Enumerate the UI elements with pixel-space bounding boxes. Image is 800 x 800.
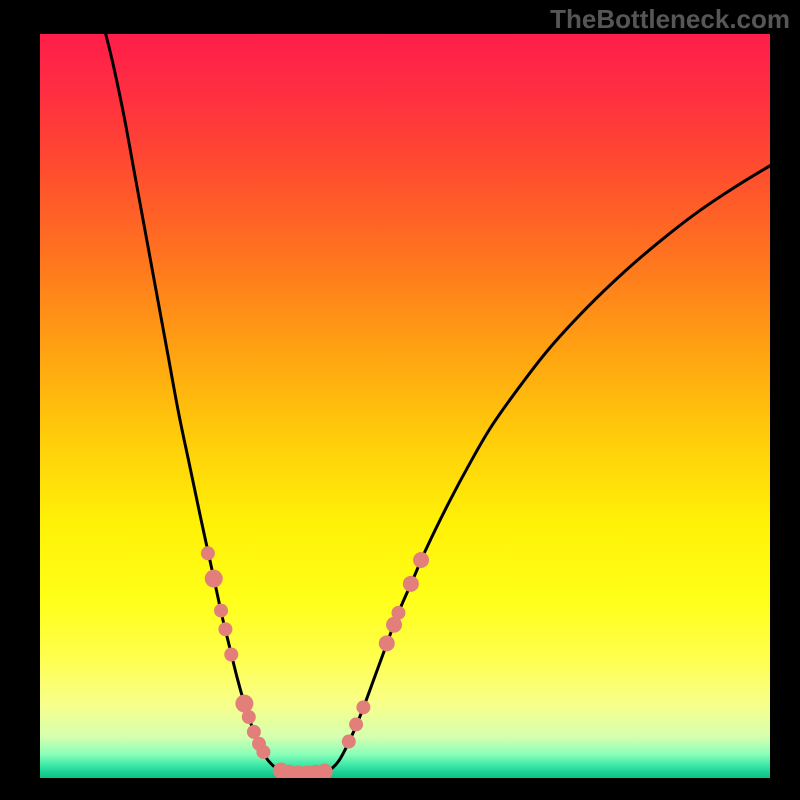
data-marker [356, 700, 370, 714]
chart-svg [40, 34, 770, 778]
data-marker [224, 647, 238, 661]
data-marker [413, 552, 429, 568]
data-marker [214, 604, 228, 618]
data-marker [256, 745, 270, 759]
data-marker [201, 546, 215, 560]
data-marker [242, 710, 256, 724]
data-marker [235, 695, 253, 713]
data-marker [403, 576, 419, 592]
plot-area [40, 34, 770, 778]
data-marker [247, 725, 261, 739]
data-marker [379, 635, 395, 651]
data-marker [342, 735, 356, 749]
data-marker [205, 570, 223, 588]
data-marker [349, 717, 363, 731]
watermark-text: TheBottleneck.com [550, 4, 790, 35]
data-marker [391, 606, 405, 620]
chart-frame: TheBottleneck.com [0, 0, 800, 800]
data-marker [218, 622, 232, 636]
gradient-background [40, 34, 770, 778]
